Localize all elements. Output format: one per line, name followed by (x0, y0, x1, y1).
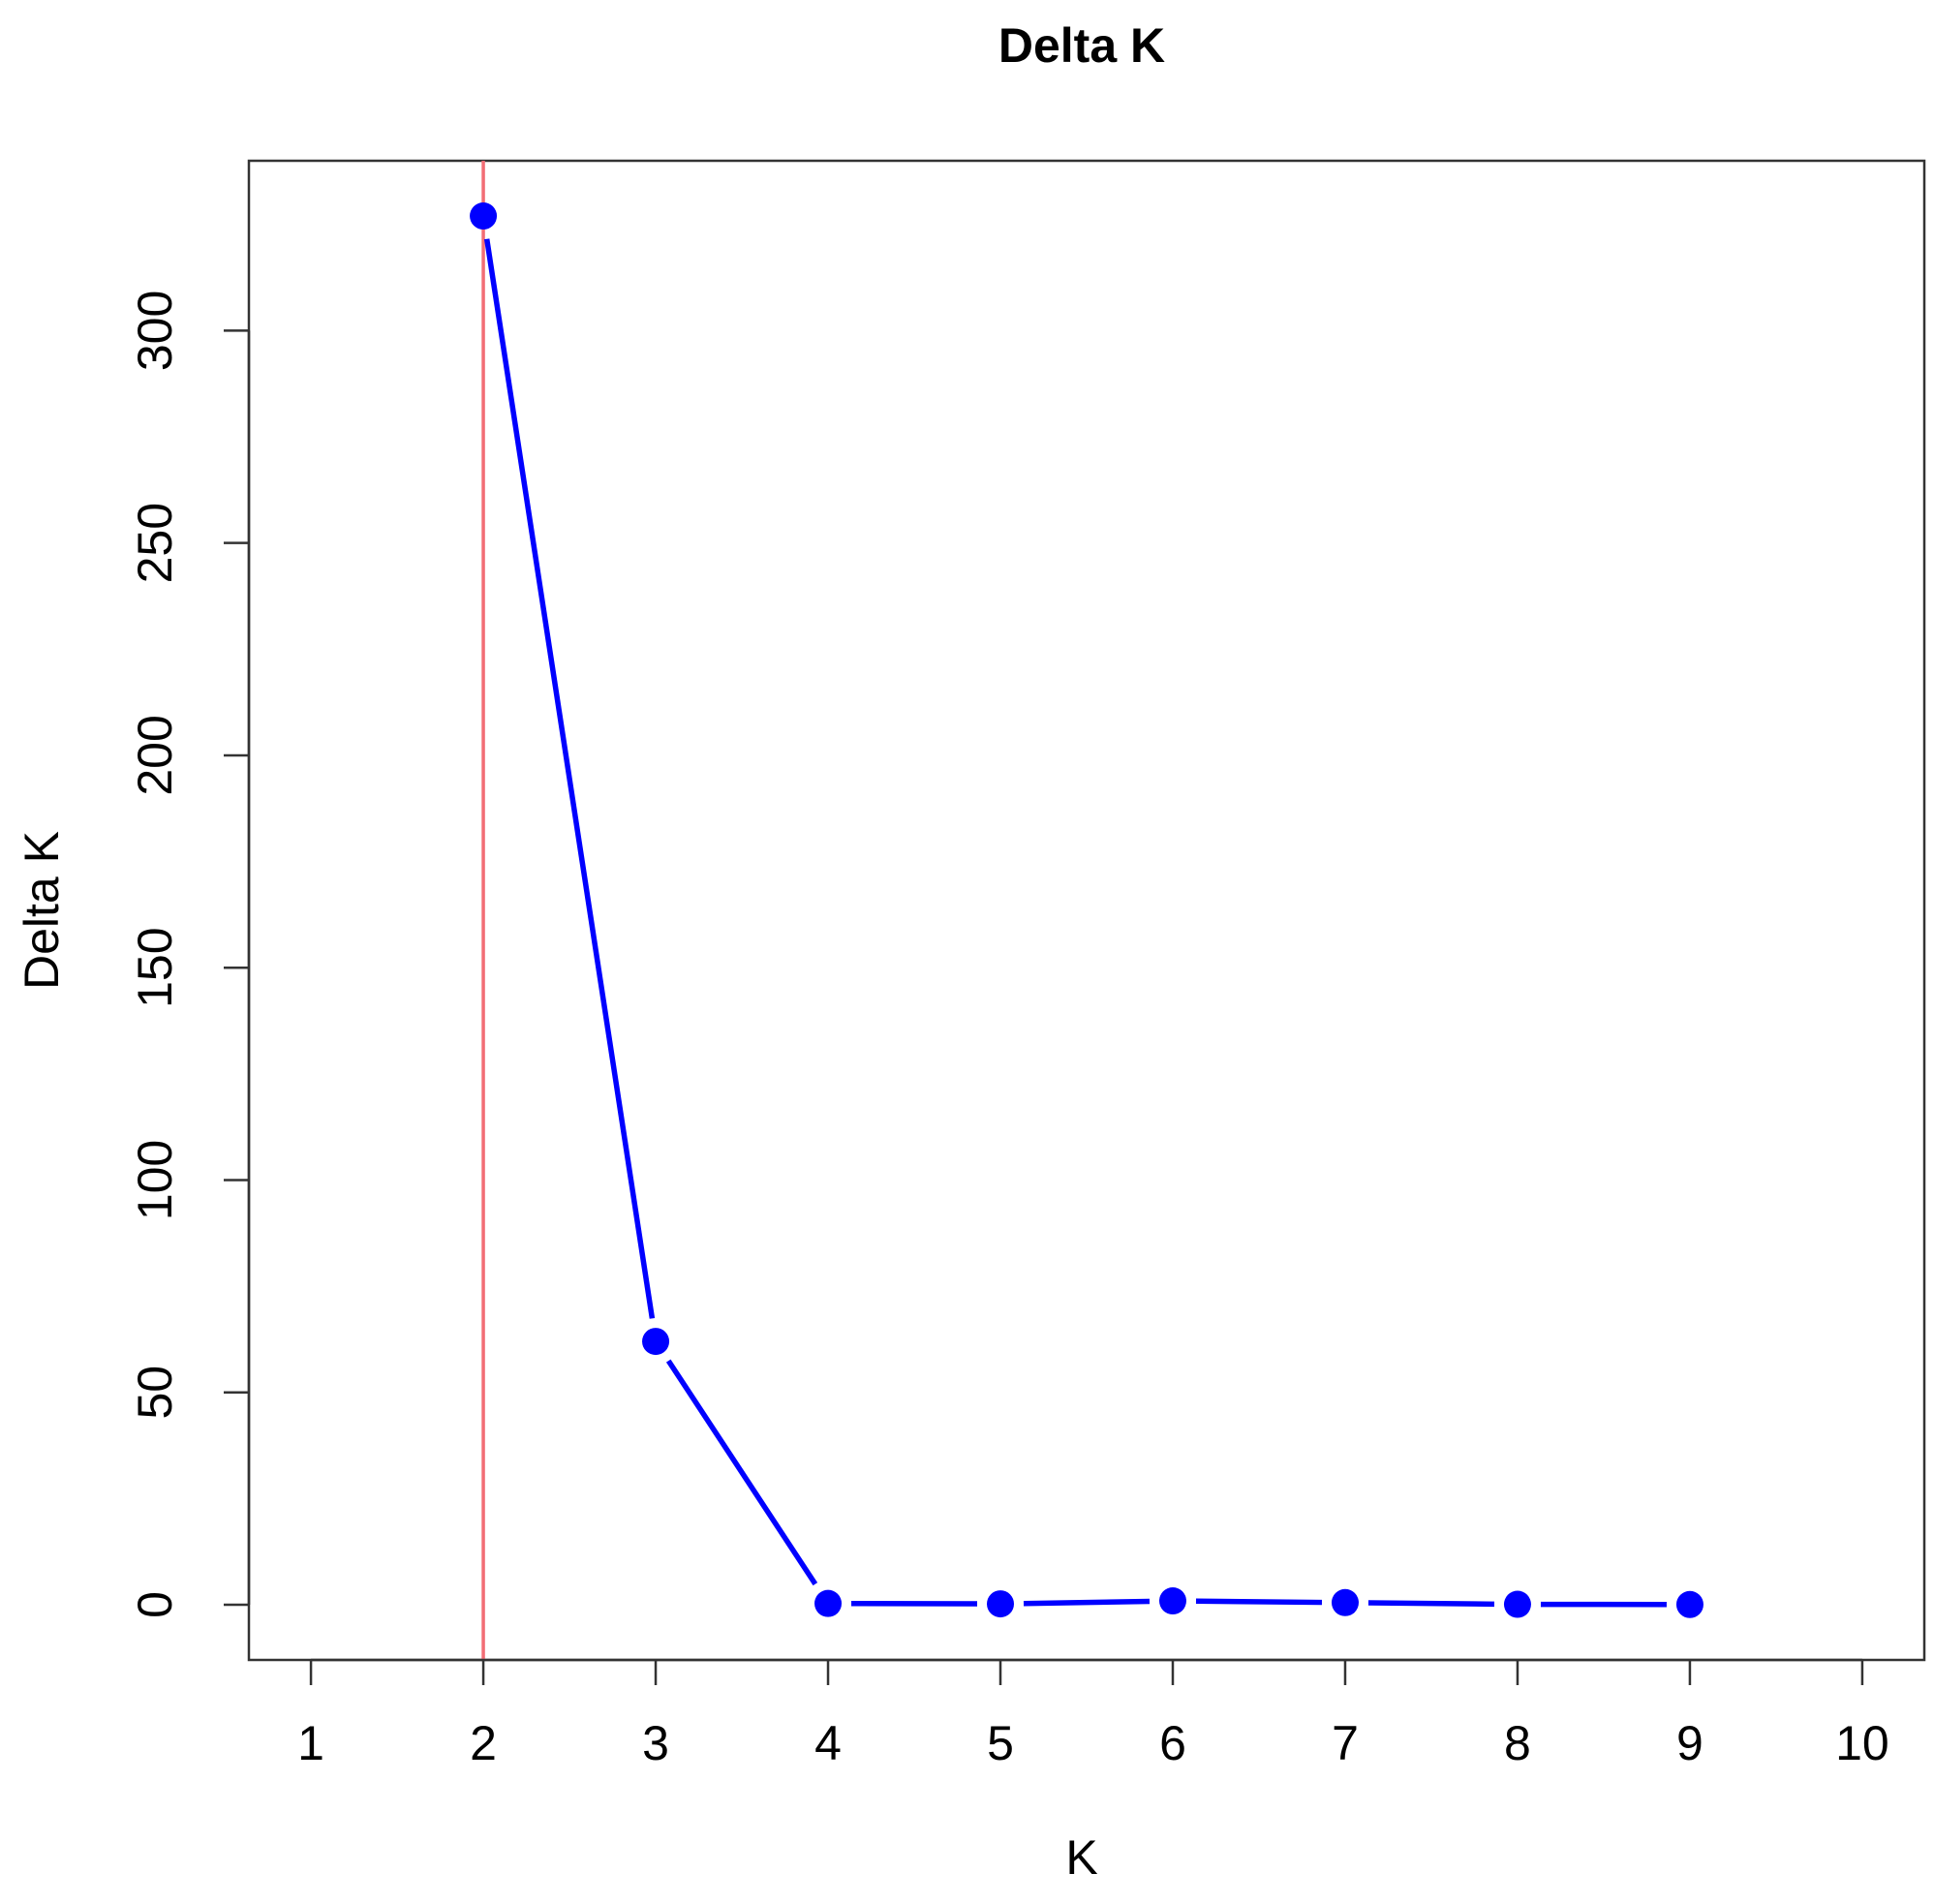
y-axis-label: Delta K (15, 831, 69, 990)
x-tick-label: 5 (987, 1716, 1014, 1770)
x-tick-label: 4 (814, 1716, 842, 1770)
chart-title: Delta K (998, 18, 1165, 73)
x-tick-label: 2 (470, 1716, 497, 1770)
series-line-segment (1368, 1603, 1494, 1604)
x-tick-label: 7 (1332, 1716, 1359, 1770)
x-tick-label: 6 (1159, 1716, 1186, 1770)
series-line-segment (668, 1361, 815, 1583)
x-tick-label: 1 (297, 1716, 324, 1770)
data-point-k-9 (1676, 1591, 1704, 1618)
x-tick-label: 9 (1676, 1716, 1704, 1770)
y-tick-label: 0 (128, 1591, 182, 1618)
y-axis: 0 50 100 150 200 250 300 (128, 291, 249, 1618)
x-tick-label: 3 (642, 1716, 669, 1770)
y-tick-label: 100 (128, 1140, 182, 1220)
data-point-k-5 (987, 1590, 1014, 1617)
series-line-segment (487, 239, 653, 1319)
x-axis-label: K (1065, 1830, 1097, 1885)
series-line-segment (1196, 1601, 1322, 1602)
data-point-k-7 (1332, 1589, 1359, 1616)
data-point-k-3 (642, 1328, 669, 1355)
y-tick-label: 200 (128, 715, 182, 795)
plot-frame (249, 161, 1924, 1660)
y-tick-label: 150 (128, 927, 182, 1007)
x-tick-label: 10 (1835, 1716, 1889, 1770)
y-tick-label: 250 (128, 503, 182, 583)
data-point-k-8 (1504, 1591, 1531, 1618)
x-tick-label: 8 (1504, 1716, 1531, 1770)
data-point-k-6 (1159, 1587, 1186, 1614)
series-line-segment (1024, 1601, 1150, 1603)
data-point-k-4 (814, 1590, 842, 1617)
y-tick-label: 50 (128, 1366, 182, 1420)
x-axis: 1 2 3 4 5 6 7 8 9 10 (297, 1660, 1889, 1770)
y-tick-label: 300 (128, 291, 182, 371)
data-point-k-2 (470, 202, 497, 230)
series-layer (470, 202, 1704, 1618)
